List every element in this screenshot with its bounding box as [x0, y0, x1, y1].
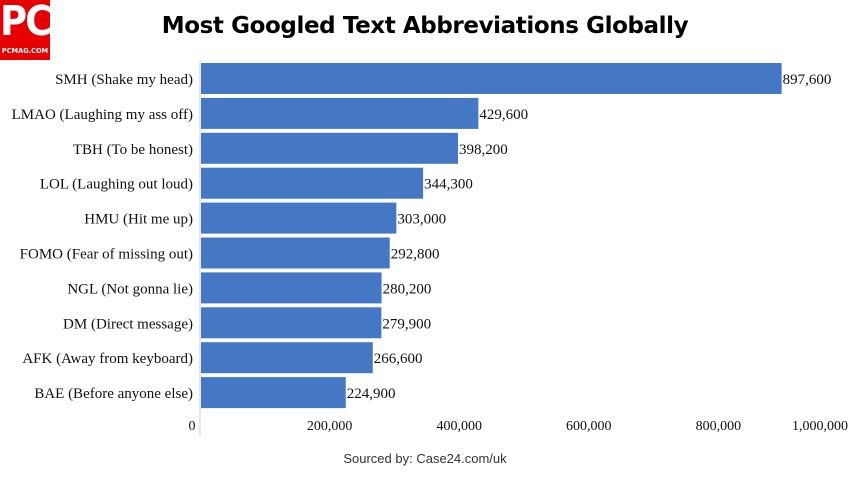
- value-label: 344,300: [424, 177, 473, 193]
- value-label: 279,900: [382, 316, 431, 332]
- chart-title: Most Googled Text Abbreviations Globally: [161, 13, 689, 39]
- category-label: LMAO (Laughing my ass off): [12, 107, 193, 123]
- pcmag-logo: PC PCMAG.COM: [0, 0, 52, 60]
- value-label: 429,600: [479, 107, 528, 123]
- value-label: 303,000: [397, 212, 446, 228]
- logo-subtext: PCMAG.COM: [1, 47, 49, 55]
- value-label: 292,800: [391, 247, 440, 263]
- bar: [201, 167, 424, 199]
- x-tick-label: 1,000,000: [792, 419, 848, 434]
- bar: [201, 377, 346, 409]
- category-label: DM (Direct message): [63, 316, 193, 332]
- logo-text: PC: [0, 0, 52, 46]
- source-note: Sourced by: Case24.com/uk: [343, 451, 507, 466]
- value-label: 398,200: [459, 142, 508, 158]
- bar: [201, 307, 382, 339]
- x-tick-label: 400,000: [436, 419, 482, 434]
- value-label: 897,600: [783, 72, 832, 88]
- category-label: FOMO (Fear of missing out): [20, 247, 193, 263]
- x-tick-label: 0: [189, 419, 196, 434]
- bar: [201, 202, 397, 234]
- bar: [201, 97, 479, 129]
- category-label: NGL (Not gonna lie): [67, 281, 193, 297]
- category-label: HMU (Hit me up): [84, 212, 193, 228]
- category-label: LOL (Laughing out loud): [40, 177, 193, 193]
- bar: [201, 237, 390, 269]
- category-label: BAE (Before anyone else): [34, 386, 193, 402]
- category-label: SMH (Shake my head): [55, 72, 193, 88]
- x-tick-label: 600,000: [566, 419, 612, 434]
- bar: [201, 342, 373, 374]
- value-label: 280,200: [383, 281, 432, 297]
- bar: [201, 63, 782, 94]
- bar: [201, 272, 382, 304]
- category-label: TBH (To be honest): [73, 142, 193, 158]
- x-tick-label: 800,000: [696, 419, 742, 434]
- bar: [201, 132, 459, 164]
- x-tick-label: 200,000: [307, 419, 353, 434]
- category-label: AFK (Away from keyboard): [22, 351, 193, 367]
- value-label: 266,600: [374, 351, 423, 367]
- value-label: 224,900: [347, 386, 396, 402]
